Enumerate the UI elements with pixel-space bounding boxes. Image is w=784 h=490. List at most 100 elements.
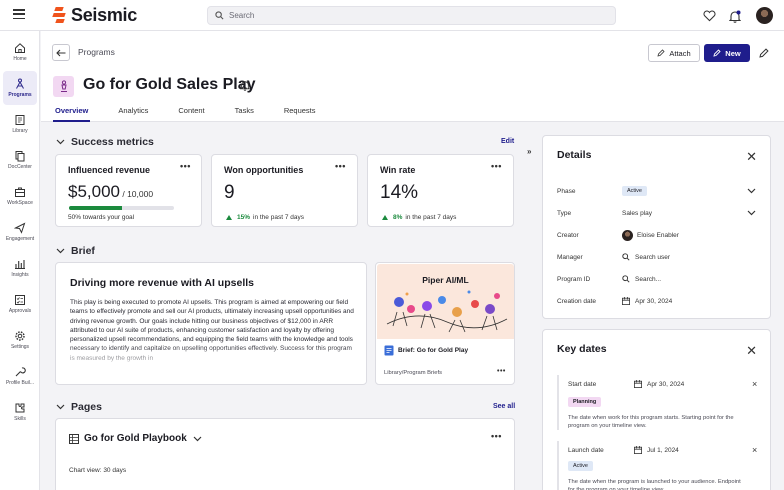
win-rate-card: Win rate ••• 14% 8% in the past 7 days — [367, 154, 514, 227]
manager-search[interactable]: Search user — [622, 253, 670, 261]
sidebar-item-insights[interactable]: Insights — [3, 251, 37, 285]
see-all-pages-link[interactable]: See all — [493, 403, 516, 410]
tab-content[interactable]: Content — [178, 106, 205, 115]
metric-title: Win rate — [380, 165, 416, 175]
sidebar-item-profile-builder[interactable]: Profile Buil... — [3, 359, 37, 393]
sidebar-item-doccenter[interactable]: DocCenter — [3, 143, 37, 177]
seismic-logo[interactable]: Seismic — [52, 4, 137, 25]
playbook-title[interactable]: Go for Gold Playbook — [69, 433, 202, 444]
sidebar-item-label: Skills — [14, 416, 26, 422]
chart-view-label: Chart view: 30 days — [69, 467, 127, 474]
detail-label: Type — [557, 210, 572, 217]
goal-progress-fill — [69, 206, 122, 210]
sidebar-item-workspace[interactable]: WorkSpace — [3, 179, 37, 213]
more-options-icon[interactable]: ••• — [491, 431, 502, 441]
success-metrics-toggle[interactable]: Success metrics — [56, 136, 154, 148]
sidebar-item-label: Insights — [11, 272, 29, 278]
key-date-picker[interactable]: Apr 30, 2024 — [634, 380, 684, 388]
remove-date-icon[interactable]: × — [752, 445, 758, 455]
metric-value: 14% — [380, 182, 419, 203]
edit-button[interactable] — [755, 44, 772, 62]
tab-overview[interactable]: Overview — [53, 104, 91, 122]
top-bar: Seismic — [0, 0, 784, 31]
metric-value: 9 — [224, 182, 235, 203]
goal-progress-note: 50% towards your goal — [68, 214, 135, 221]
search-icon — [622, 275, 630, 283]
engagement-icon — [14, 222, 26, 234]
sidebar-item-skills[interactable]: Skills — [3, 395, 37, 429]
edit-metrics-link[interactable]: Edit — [501, 138, 515, 145]
expand-panel-icon[interactable]: » — [527, 147, 532, 156]
type-select[interactable]: Sales play — [622, 210, 652, 217]
sidebar-item-label: Library — [12, 128, 28, 134]
attach-button[interactable]: Attach — [648, 44, 700, 62]
brief-title: Driving more revenue with AI upsells — [70, 277, 254, 289]
chevron-down-icon[interactable] — [747, 188, 756, 194]
search-input[interactable] — [229, 11, 599, 20]
team-illustration — [386, 290, 508, 333]
brief-toggle[interactable]: Brief — [56, 245, 95, 257]
favorites-heart-icon[interactable] — [701, 8, 717, 24]
detail-label: Manager — [557, 254, 583, 261]
key-date-description: The date when work for this program star… — [568, 415, 734, 429]
sidebar-item-engagement[interactable]: Engagement — [3, 215, 37, 249]
phase-select[interactable]: Active — [622, 186, 647, 196]
metric-title: Influenced revenue — [68, 165, 151, 175]
phase-badge: Active — [568, 461, 593, 471]
back-button[interactable] — [52, 44, 70, 61]
follow-bell-icon[interactable] — [239, 80, 251, 93]
program-id-search[interactable]: Search... — [622, 275, 661, 283]
sidebar-item-label: Engagement — [5, 236, 35, 242]
brief-card[interactable]: Driving more revenue with AI upsells Thi… — [55, 262, 367, 385]
workspace-icon — [15, 187, 25, 197]
home-icon — [15, 43, 25, 53]
tab-requests[interactable]: Requests — [283, 106, 316, 115]
profile-builder-icon — [15, 367, 26, 377]
brief-document-card[interactable]: Piper AI/ML Brief: Go for Gold Play Libr… — [375, 262, 515, 385]
document-name: Brief: Go for Gold Play — [384, 345, 468, 356]
remove-date-icon[interactable]: × — [752, 379, 758, 389]
pages-toggle[interactable]: Pages — [56, 401, 102, 413]
more-options-icon[interactable]: ••• — [335, 161, 346, 171]
phase-badge: Planning — [568, 397, 602, 407]
more-options-icon[interactable]: ••• — [180, 161, 191, 171]
document-icon — [384, 345, 394, 356]
metric-target: / 10,000 — [120, 189, 154, 199]
side-nav: Home Programs Library DocCenter WorkSpac… — [0, 31, 40, 490]
new-button[interactable]: New — [704, 44, 750, 62]
sidebar-item-approvals[interactable]: Approvals — [3, 287, 37, 321]
programs-icon — [16, 78, 24, 89]
document-path: Library/Program Briefs — [384, 370, 442, 376]
sidebar-item-home[interactable]: Home — [3, 35, 37, 69]
delta-value: 8% — [393, 214, 403, 221]
document-thumbnail: Piper AI/ML — [377, 264, 514, 339]
sidebar-item-library[interactable]: Library — [3, 107, 37, 141]
menu-icon[interactable] — [13, 9, 25, 20]
delta-value: 15% — [237, 214, 251, 221]
key-date-picker[interactable]: Jul 1, 2024 — [634, 446, 679, 454]
more-options-icon[interactable]: ••• — [491, 161, 502, 171]
more-options-icon[interactable]: ••• — [497, 368, 506, 375]
user-avatar[interactable] — [756, 7, 773, 24]
tab-analytics[interactable]: Analytics — [118, 106, 149, 115]
global-search[interactable] — [207, 6, 616, 25]
chevron-down-icon[interactable] — [747, 210, 756, 216]
detail-label: Creation date — [557, 298, 597, 305]
metric-value: $5,000 / 10,000 — [68, 182, 154, 201]
tab-tasks[interactable]: Tasks — [234, 106, 254, 115]
key-date-label: Start date — [568, 381, 597, 388]
sidebar-item-label: DocCenter — [8, 164, 32, 170]
arrow-left-icon — [56, 49, 66, 56]
close-icon[interactable]: ✕ — [746, 149, 757, 164]
metric-delta: 15% in the past 7 days — [226, 214, 304, 221]
sidebar-item-label: Home — [13, 56, 27, 62]
sidebar-item-settings[interactable]: Settings — [3, 323, 37, 357]
brand-name: Seismic — [71, 4, 137, 25]
sidebar-item-label: Approvals — [8, 308, 32, 314]
approvals-icon — [15, 295, 25, 305]
close-icon[interactable]: ✕ — [746, 343, 757, 358]
notifications-bell-icon[interactable] — [727, 8, 743, 24]
breadcrumb[interactable]: Programs — [78, 47, 115, 57]
new-label: New — [725, 48, 741, 58]
sidebar-item-programs[interactable]: Programs — [3, 71, 37, 105]
